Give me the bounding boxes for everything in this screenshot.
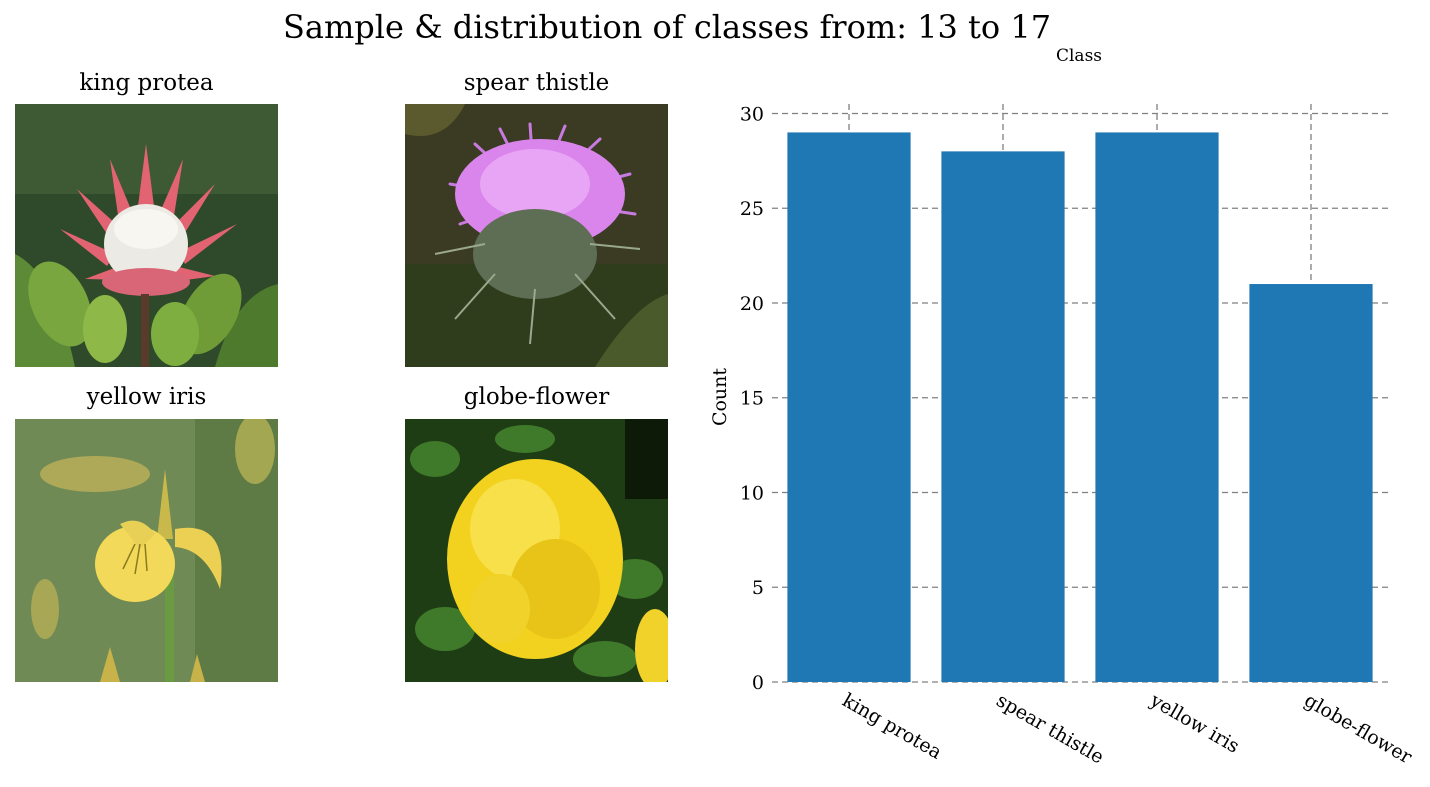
spear-thistle-photo <box>405 104 668 367</box>
y-tick-label: 15 <box>740 388 764 410</box>
bar <box>787 132 911 683</box>
x-axis-label: Class <box>1056 46 1102 66</box>
y-tick-label: 5 <box>752 577 764 599</box>
globe-flower-photo <box>405 419 668 682</box>
king-protea-photo <box>15 104 278 367</box>
yellow-iris-photo <box>15 419 278 682</box>
bar <box>941 151 1065 682</box>
x-axis-ticks: king protea spear thistle yellow iris globe… <box>839 689 1417 769</box>
x-tick-label: globe-flower <box>1301 689 1417 769</box>
y-tick-label: 0 <box>752 672 764 694</box>
bars <box>787 132 1373 683</box>
y-tick-label: 20 <box>740 293 764 315</box>
x-tick-label: spear thistle <box>993 689 1108 768</box>
sample-title-globe-flower: globe-flower <box>463 384 610 410</box>
bar <box>1249 284 1373 682</box>
y-axis-label: Count <box>709 368 731 426</box>
x-tick-label: yellow iris <box>1146 689 1243 758</box>
y-axis-ticks: 0 5 10 15 20 25 30 <box>740 103 764 694</box>
figure-title: Sample & distribution of classes from: 1… <box>282 8 1052 46</box>
sample-title-spear-thistle: spear thistle <box>463 70 610 96</box>
y-tick-label: 30 <box>740 103 764 125</box>
x-tick-label: king protea <box>839 689 946 764</box>
sample-title-yellow-iris: yellow iris <box>86 384 207 410</box>
bar <box>1095 132 1219 683</box>
y-tick-label: 25 <box>740 198 764 220</box>
y-tick-label: 10 <box>740 482 764 504</box>
sample-title-king-protea: king protea <box>79 70 214 96</box>
